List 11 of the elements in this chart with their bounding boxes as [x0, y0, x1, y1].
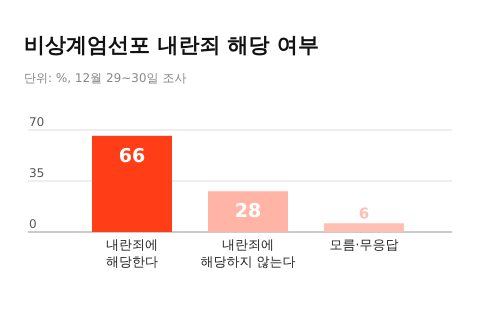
chart-subtitle: 단위: %, 12월 29~30일 조사: [24, 71, 186, 85]
chart-title: 비상계엄선포 내란죄 해당 여부: [24, 33, 319, 57]
data-label: 6: [358, 204, 370, 222]
y-tick-label: 70: [29, 115, 44, 129]
y-tick-label: 35: [29, 166, 44, 180]
data-label: 66: [118, 144, 146, 167]
x-tick-label: 내란죄에 해당하지 않는다: [200, 238, 296, 270]
x-tick-label: 내란죄에 해당한다: [106, 238, 158, 270]
data-label: 28: [234, 200, 262, 222]
x-tick-label: 모름·무응답: [329, 238, 399, 253]
y-tick-label: 0: [29, 217, 37, 231]
